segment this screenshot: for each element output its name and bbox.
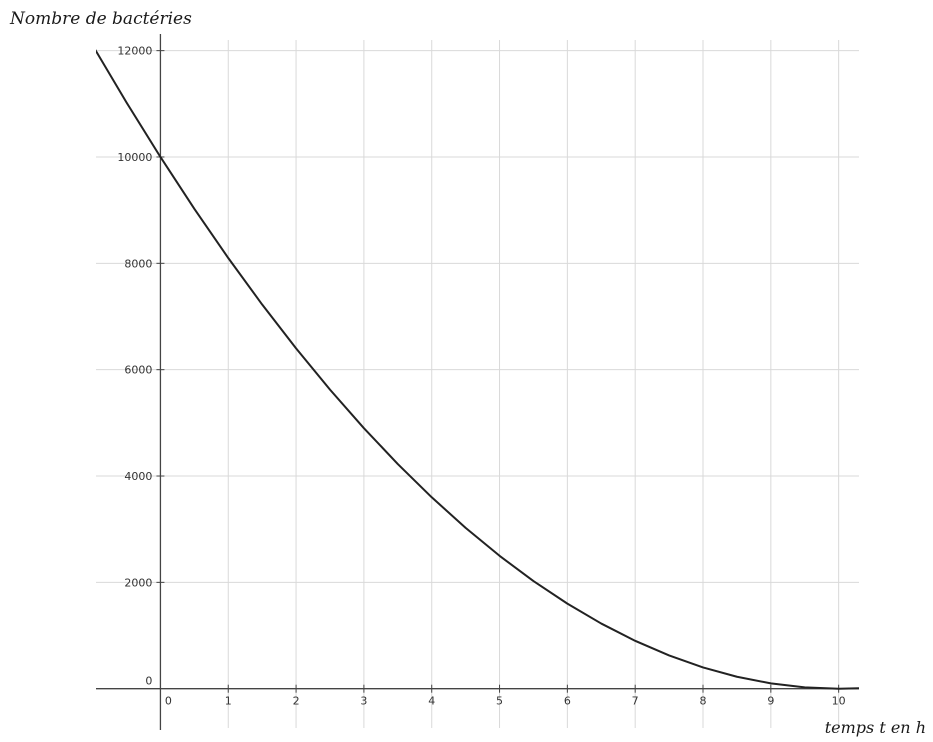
y-tick-label: 4000 [124,470,152,483]
x-tick-label: 4 [428,695,435,708]
x-tick-label: 6 [564,695,571,708]
axes [96,34,859,730]
y-tick-label: 12000 [117,45,152,58]
y-tick-label: 10000 [117,151,152,164]
y-tick-label: 2000 [124,576,152,589]
series-line [96,49,859,690]
x-tick-label: 8 [700,695,707,708]
y-tick-label: 6000 [124,364,152,377]
grid [96,40,859,728]
tick-labels: 0 1 2 3 4 5 6 7 8 9 10 0 2000 4000 6000 8000 10000 12000 [117,45,845,708]
y-tick-label: 0 [145,675,152,688]
y-tick-label: 8000 [124,257,152,270]
x-tick-label: 0 [165,695,172,708]
x-tick-label: 5 [496,695,503,708]
x-tick-label: 9 [767,695,774,708]
x-tick-label: 2 [293,695,300,708]
x-tick-label: 3 [360,695,367,708]
x-tick-label: 1 [225,695,232,708]
x-tick-label: 10 [832,695,846,708]
y-axis-label: Nombre de bactéries [9,9,192,29]
series-group [96,49,859,690]
x-axis-label: temps t en h [825,718,926,737]
x-tick-label: 7 [632,695,639,708]
